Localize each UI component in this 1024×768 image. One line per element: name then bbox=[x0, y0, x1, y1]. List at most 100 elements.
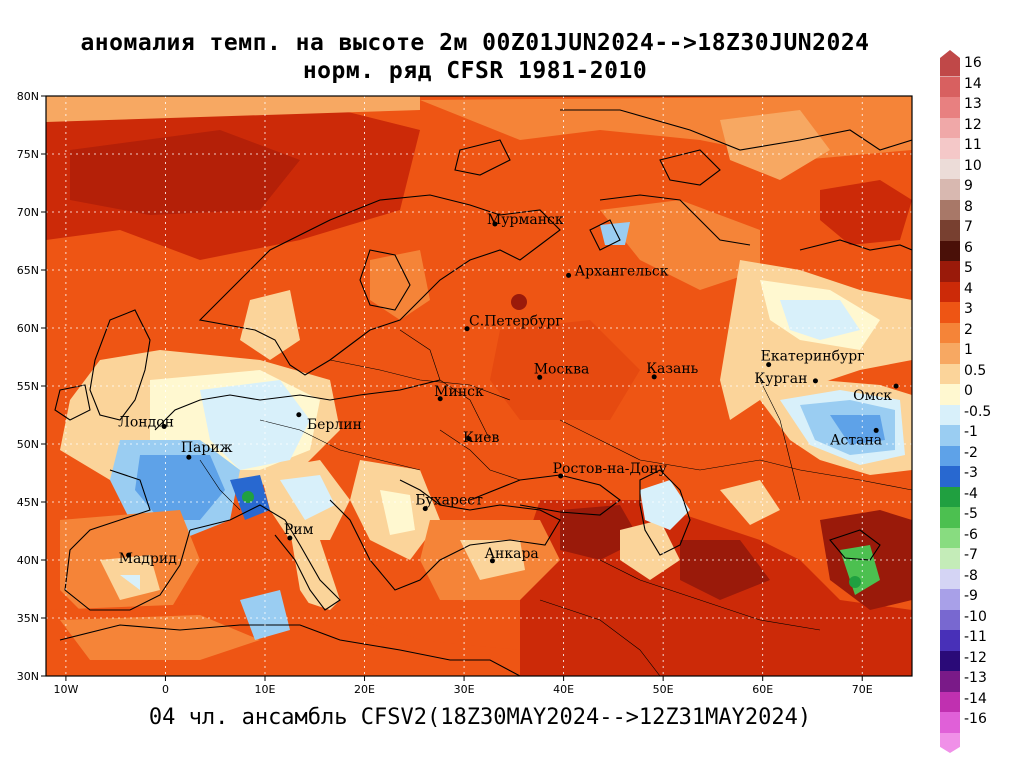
colorbar-swatch bbox=[940, 589, 960, 610]
city-dot bbox=[296, 412, 302, 418]
colorbar-swatch bbox=[940, 281, 960, 302]
colorbar-level-label: 7 bbox=[964, 219, 973, 235]
colorbar-swatch bbox=[940, 97, 960, 118]
city-label: Архангельск bbox=[575, 263, 669, 279]
lon-tick-label: 30E bbox=[454, 683, 475, 696]
colorbar-level-label: -4 bbox=[964, 485, 978, 502]
colorbar-swatch bbox=[940, 630, 960, 651]
colorbar-level-label: 3 bbox=[964, 301, 973, 317]
map-title-line2: норм. ряд CFSR 1981-2010 bbox=[302, 58, 648, 84]
colorbar-level-label: -1 bbox=[964, 424, 978, 440]
colorbar-swatch bbox=[940, 322, 960, 343]
lat-tick-label: 75N bbox=[17, 148, 39, 161]
colorbar-level-label: -12 bbox=[964, 649, 987, 666]
colorbar-level-label: 14 bbox=[964, 75, 982, 92]
colorbar-swatch bbox=[940, 691, 960, 712]
ensemble-caption: 04 чл. ансамбль CFSV2(18Z30MAY2024-->12Z… bbox=[148, 705, 812, 730]
colorbar-swatch bbox=[940, 609, 960, 630]
colorbar-swatch bbox=[940, 50, 960, 77]
lon-tick-label: 10W bbox=[53, 683, 78, 696]
colorbar-level-label: 9 bbox=[964, 178, 973, 194]
lon-tick-label: 10E bbox=[255, 683, 276, 696]
longitude-ticks: 10W 0 10E 20E 30E 40E 50E 60E 70E bbox=[53, 676, 873, 696]
city-label: Анкара bbox=[484, 546, 538, 562]
colorbar-swatch bbox=[940, 466, 960, 487]
colorbar-level-label: -7 bbox=[964, 547, 978, 563]
city-label: Омск bbox=[853, 388, 892, 404]
city-label: Ростов-на-Дону bbox=[553, 461, 668, 477]
colorbar-swatch bbox=[940, 384, 960, 405]
lat-tick-label: 30N bbox=[17, 670, 39, 683]
colorbar-level-label: -0.5 bbox=[964, 403, 992, 420]
colorbar-swatch bbox=[940, 486, 960, 507]
colorbar-swatch bbox=[940, 138, 960, 159]
lat-tick-label: 80N bbox=[17, 90, 39, 103]
colorbar-level-label: 12 bbox=[964, 116, 982, 133]
lon-tick-label: 60E bbox=[752, 683, 773, 696]
lat-tick-label: 50N bbox=[17, 438, 39, 451]
coastlines bbox=[54, 109, 912, 676]
city-label: Киев bbox=[463, 430, 499, 446]
city-label: Курган bbox=[754, 371, 807, 387]
city-label: Лондон bbox=[118, 414, 174, 430]
colorbar-swatch bbox=[940, 158, 960, 179]
lat-tick-label: 45N bbox=[17, 496, 39, 509]
colorbar-level-label: -13 bbox=[964, 670, 987, 686]
lat-tick-label: 60N bbox=[17, 322, 39, 335]
colorbar-swatch bbox=[940, 343, 960, 364]
colorbar-level-label: 6 bbox=[964, 239, 973, 256]
city-label: Мурманск bbox=[487, 212, 564, 228]
colorbar-level-label: -14 bbox=[964, 690, 987, 707]
colorbar-level-label: -3 bbox=[964, 465, 978, 481]
city-dot bbox=[492, 221, 498, 227]
city-dot bbox=[893, 383, 899, 389]
colorbar-swatch bbox=[940, 425, 960, 446]
colorbar-level-label: 0.5 bbox=[964, 362, 987, 379]
colorbar-swatch bbox=[940, 363, 960, 384]
city-label: С.Петербург bbox=[469, 314, 563, 330]
city-label: Рим bbox=[284, 522, 314, 538]
lat-tick-label: 55N bbox=[17, 380, 39, 393]
city-label: Бухарест bbox=[415, 493, 483, 509]
city-dot bbox=[437, 396, 443, 402]
map-title-line1: аномалия темп. на высоте 2м 00Z01JUN2024… bbox=[80, 30, 870, 56]
lat-tick-label: 65N bbox=[17, 264, 39, 277]
colorbar-level-label: 4 bbox=[964, 280, 973, 297]
colorbar-swatch bbox=[940, 76, 960, 97]
colorbar-level-label: 11 bbox=[964, 137, 982, 153]
city-dot bbox=[126, 552, 132, 558]
lon-tick-label: 70E bbox=[852, 683, 873, 696]
city-dot bbox=[186, 454, 192, 460]
city-dot bbox=[287, 535, 293, 541]
city-label: Казань bbox=[646, 361, 698, 377]
colorbar-level-label: -6 bbox=[964, 526, 978, 543]
colorbar-swatch bbox=[940, 732, 960, 753]
country-borders bbox=[199, 329, 912, 676]
colorbar-swatch bbox=[940, 568, 960, 589]
city-dot bbox=[651, 374, 657, 380]
colorbar-level-label: -10 bbox=[964, 608, 987, 625]
colorbar-swatch bbox=[940, 527, 960, 548]
colorbar-swatch bbox=[940, 712, 960, 733]
lat-tick-label: 40N bbox=[17, 554, 39, 567]
colorbar-level-label: -9 bbox=[964, 588, 978, 604]
colorbar-level-label: 10 bbox=[964, 157, 982, 174]
lon-tick-label: 20E bbox=[354, 683, 375, 696]
colorbar-swatch bbox=[940, 404, 960, 425]
city-dot bbox=[566, 272, 572, 278]
colorbar-swatch bbox=[940, 445, 960, 466]
colorbar-level-label: -16 bbox=[964, 711, 987, 727]
lon-tick-label: 40E bbox=[553, 683, 574, 696]
colorbar-swatch bbox=[940, 240, 960, 261]
city-markers: Мурманск Архангельск С.Петербург Москва Каза… bbox=[118, 212, 899, 567]
lon-tick-label: 50E bbox=[653, 683, 674, 696]
lat-tick-label: 35N bbox=[17, 612, 39, 625]
city-dot bbox=[537, 374, 543, 380]
colorbar-level-label: -11 bbox=[964, 629, 987, 645]
colorbar-level-label: -5 bbox=[964, 506, 978, 522]
colorbar-swatch bbox=[940, 548, 960, 569]
colorbar-level-label: 8 bbox=[964, 198, 973, 215]
colorbar-swatch bbox=[940, 302, 960, 323]
city-dot bbox=[161, 423, 167, 429]
